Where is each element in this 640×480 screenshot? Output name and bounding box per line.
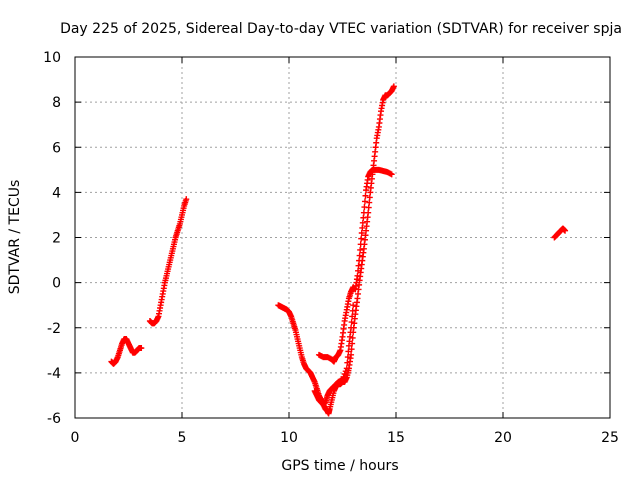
data-segment bbox=[146, 196, 190, 327]
data-segment bbox=[315, 166, 395, 365]
y-tick-label: 8 bbox=[52, 95, 61, 111]
data-point bbox=[345, 348, 352, 355]
data-segment bbox=[275, 83, 397, 417]
data-point bbox=[562, 227, 569, 234]
y-tick-label: 2 bbox=[52, 231, 61, 247]
x-tick-label: 15 bbox=[387, 430, 405, 446]
y-tick-label: -6 bbox=[47, 411, 61, 427]
x-axis-label: GPS time / hours bbox=[281, 458, 398, 474]
data-point bbox=[355, 262, 362, 269]
y-tick-label: -4 bbox=[47, 366, 61, 382]
data-segment bbox=[108, 336, 145, 367]
x-tick-label: 10 bbox=[280, 430, 298, 446]
data-point bbox=[348, 324, 355, 331]
data-point bbox=[341, 371, 348, 378]
data-point bbox=[360, 214, 367, 221]
data-point bbox=[366, 194, 373, 201]
data-point bbox=[349, 307, 356, 314]
data-point bbox=[350, 302, 357, 309]
axis-ticks: 0 5 10 15 20 25 -6 -4 -2 0 2 4 6 8 10 bbox=[43, 50, 619, 446]
y-tick-label: 6 bbox=[52, 140, 61, 156]
data-segment bbox=[311, 302, 357, 408]
data-point bbox=[360, 209, 367, 216]
data-point bbox=[358, 229, 365, 236]
data-point bbox=[183, 196, 190, 203]
chart-title: Day 225 of 2025, Sidereal Day-to-day VTE… bbox=[60, 21, 622, 37]
data-point bbox=[356, 257, 363, 264]
grid bbox=[75, 57, 610, 418]
data-point bbox=[358, 235, 365, 242]
data-point bbox=[138, 345, 145, 352]
data-point bbox=[361, 204, 368, 211]
data-point bbox=[348, 351, 355, 358]
data-point bbox=[388, 171, 395, 178]
x-tick-label: 20 bbox=[494, 430, 512, 446]
data-point bbox=[348, 346, 355, 353]
data-point bbox=[356, 252, 363, 259]
x-tick-label: 25 bbox=[601, 430, 619, 446]
data-point bbox=[361, 198, 368, 205]
data-point bbox=[342, 368, 349, 375]
data-point bbox=[348, 319, 355, 326]
data-point bbox=[340, 373, 347, 380]
data-point bbox=[349, 313, 356, 320]
data-point bbox=[390, 83, 397, 90]
data-point bbox=[344, 354, 351, 361]
data-point bbox=[357, 241, 364, 248]
x-tick-label: 5 bbox=[178, 430, 187, 446]
data-point bbox=[366, 199, 373, 206]
data-point bbox=[343, 365, 350, 372]
data-points bbox=[108, 83, 569, 417]
data-point bbox=[362, 192, 369, 199]
y-tick-label: 10 bbox=[43, 50, 61, 66]
data-point bbox=[354, 272, 361, 279]
y-tick-label: 4 bbox=[52, 185, 61, 201]
data-point bbox=[339, 376, 346, 383]
data-point bbox=[359, 224, 366, 231]
data-point bbox=[355, 267, 362, 274]
data-point bbox=[344, 359, 351, 366]
y-axis-label: SDTVAR / TECUs bbox=[7, 180, 23, 295]
data-point bbox=[357, 246, 364, 253]
data-segment bbox=[551, 225, 569, 241]
data-point bbox=[359, 219, 366, 226]
x-tick-label: 0 bbox=[71, 430, 80, 446]
y-tick-label: -2 bbox=[47, 321, 61, 337]
y-tick-label: 0 bbox=[52, 276, 61, 292]
